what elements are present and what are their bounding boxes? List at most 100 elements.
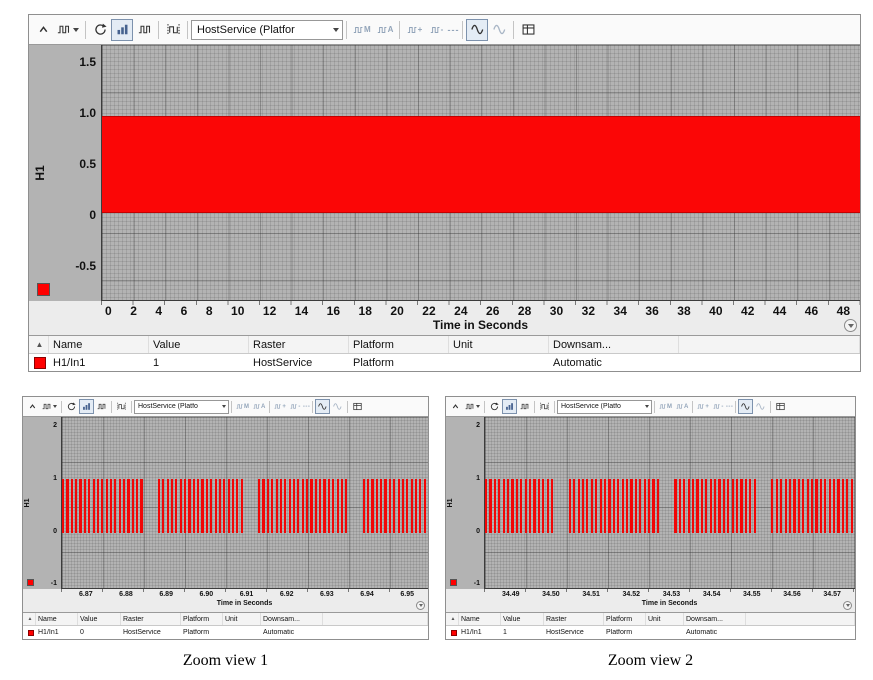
refresh-button[interactable] — [487, 399, 502, 414]
raster-select[interactable]: HostService (Platfo — [557, 399, 652, 414]
col-header-unit[interactable]: Unit — [223, 613, 261, 625]
measure-marker-m-button[interactable]: M — [657, 399, 674, 414]
col-header-value[interactable]: Value — [149, 336, 249, 353]
col-header-name[interactable]: Name — [459, 613, 501, 625]
analog-display-button[interactable] — [738, 399, 754, 414]
col-header-name[interactable]: Name — [36, 613, 78, 625]
measure-marker-a-button[interactable]: A — [674, 399, 690, 414]
signal-row[interactable]: H1/In1 0 HostService Platform Automatic — [23, 626, 428, 639]
toolbar-separator — [462, 20, 464, 39]
refresh-button[interactable] — [64, 399, 79, 414]
signal-pulse — [310, 479, 313, 534]
col-header-value[interactable]: Value — [78, 613, 121, 625]
bar-display-button[interactable] — [79, 399, 94, 414]
tick-label: 40 — [709, 304, 723, 318]
signal-pulse — [810, 479, 814, 534]
cell-raster: HostService — [253, 356, 313, 369]
col-header-downsampling[interactable]: Downsam... — [549, 336, 679, 353]
tick-label: 34.50 — [542, 591, 560, 598]
bar-display-button[interactable] — [502, 399, 517, 414]
y-axis-label: H1 — [24, 498, 31, 508]
square-wave-icon — [42, 403, 51, 410]
sine-wave-icon — [756, 403, 765, 410]
signal-legend-swatch[interactable] — [27, 579, 34, 586]
marker-minus-label: - — [721, 403, 724, 410]
axis-expand-button[interactable] — [844, 319, 857, 332]
signal-display-dropdown[interactable] — [54, 19, 82, 41]
measure-marker-a-button[interactable]: A — [374, 19, 397, 41]
square-wave-icon — [57, 25, 70, 34]
marker-add-button[interactable]: + — [403, 19, 425, 41]
tick-label: -0.5 — [75, 258, 96, 273]
signal-pulse — [371, 479, 374, 534]
sort-header[interactable]: ▲ — [29, 336, 49, 353]
statistics-table-button[interactable] — [350, 399, 365, 414]
signal-pulse — [205, 479, 208, 534]
signal-pulse — [101, 479, 104, 534]
signal-pulse — [846, 479, 849, 534]
raster-select-value: HostService (Platfo — [138, 403, 198, 410]
collapse-button[interactable] — [448, 399, 463, 414]
signal-display-dropdown[interactable] — [463, 399, 482, 414]
col-header-value[interactable]: Value — [501, 613, 544, 625]
analog-display-button[interactable] — [466, 18, 489, 41]
plot-grid[interactable] — [484, 417, 855, 589]
col-header-raster[interactable]: Raster — [544, 613, 604, 625]
plot-grid[interactable] — [101, 45, 860, 301]
marker-remove-button[interactable]: - — [288, 399, 303, 414]
sort-header[interactable]: ▲ — [23, 613, 36, 625]
curve-display-button[interactable] — [133, 19, 155, 41]
raster-select[interactable]: HostService (Platfo — [134, 399, 229, 414]
tick-label: 6.95 — [400, 591, 414, 598]
col-header-downsampling[interactable]: Downsam... — [261, 613, 323, 625]
raster-select[interactable]: HostService (Platfor — [191, 19, 343, 40]
col-header-platform[interactable]: Platform — [349, 336, 449, 353]
signal-row[interactable]: H1/In1 1 HostService Platform Automatic — [446, 626, 855, 639]
tick-label: 6 — [180, 304, 188, 318]
signal-pulse — [740, 479, 743, 534]
signal-pulse — [184, 479, 187, 534]
signal-pulse — [301, 479, 304, 534]
measure-marker-a-button[interactable]: A — [251, 399, 267, 414]
measure-marker-m-button[interactable]: M — [234, 399, 251, 414]
curve-display-button[interactable] — [94, 399, 109, 414]
signal-display-dropdown[interactable] — [40, 399, 59, 414]
measure-range-button[interactable] — [162, 19, 184, 41]
curve-display-button[interactable] — [517, 399, 532, 414]
signal-legend-swatch[interactable] — [37, 283, 50, 296]
collapse-button[interactable] — [25, 399, 40, 414]
analog-alt-display-button[interactable] — [330, 399, 345, 414]
measure-range-button[interactable] — [114, 399, 129, 414]
refresh-button[interactable] — [89, 19, 111, 41]
statistics-table-button[interactable] — [517, 19, 539, 41]
sort-header[interactable]: ▲ — [446, 613, 459, 625]
col-header-name[interactable]: Name — [49, 336, 149, 353]
marker-add-button[interactable]: + — [695, 399, 711, 414]
refresh-icon — [94, 23, 107, 35]
plot-grid[interactable] — [61, 417, 428, 589]
marker-remove-button[interactable]: - — [425, 19, 447, 41]
analog-alt-display-button[interactable] — [753, 399, 768, 414]
marker-add-button[interactable]: + — [272, 399, 288, 414]
col-header-unit[interactable]: Unit — [646, 613, 684, 625]
measure-marker-m-button[interactable]: M — [350, 19, 374, 41]
tick-label: 0.5 — [79, 157, 96, 172]
statistics-table-button[interactable] — [773, 399, 788, 414]
col-header-raster[interactable]: Raster — [121, 613, 181, 625]
col-header-unit[interactable]: Unit — [449, 336, 549, 353]
bar-display-button[interactable] — [111, 18, 133, 41]
measure-range-button[interactable] — [537, 399, 552, 414]
axis-expand-button[interactable] — [416, 601, 425, 610]
signal-row[interactable]: H1/In1 1 HostService Platform Automatic — [29, 354, 860, 371]
signal-legend-swatch[interactable] — [450, 579, 457, 586]
col-header-downsampling[interactable]: Downsam... — [684, 613, 746, 625]
marker-remove-button[interactable]: - — [711, 399, 726, 414]
col-header-platform[interactable]: Platform — [181, 613, 223, 625]
col-header-raster[interactable]: Raster — [249, 336, 349, 353]
analog-display-button[interactable] — [315, 399, 331, 414]
tick-label: 34 — [613, 304, 627, 318]
col-header-platform[interactable]: Platform — [604, 613, 646, 625]
analog-alt-display-button[interactable] — [488, 19, 510, 41]
collapse-button[interactable] — [32, 19, 54, 41]
axis-expand-button[interactable] — [843, 601, 852, 610]
